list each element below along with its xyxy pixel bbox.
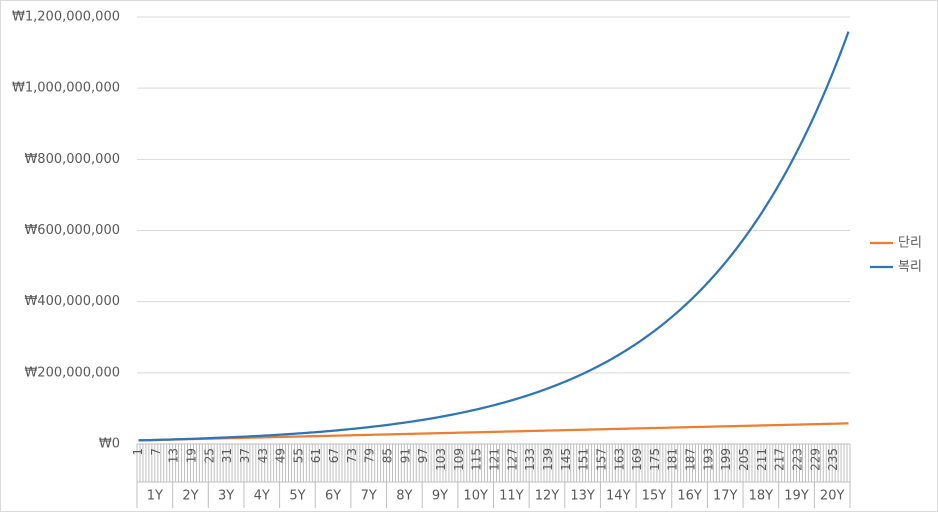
x-group-label: 13Y xyxy=(570,489,595,504)
x-group-label: 11Y xyxy=(499,489,524,504)
x-tick-label: 103 xyxy=(434,448,448,471)
x-tick-label: 67 xyxy=(327,448,341,463)
x-tick-label: 145 xyxy=(559,448,573,471)
x-group-label: 3Y xyxy=(218,489,234,504)
x-group-label: 16Y xyxy=(677,489,702,504)
legend-label: 단리 xyxy=(898,236,922,251)
x-group-label: 15Y xyxy=(642,489,667,504)
series-line xyxy=(138,31,850,442)
x-tick-label: 121 xyxy=(487,448,501,471)
x-group-label: 20Y xyxy=(820,489,845,504)
legend-label: 복리 xyxy=(898,260,922,275)
x-group-label: 14Y xyxy=(606,489,631,504)
x-group-label: 6Y xyxy=(325,489,341,504)
y-tick-label: ₩1,000,000,000 xyxy=(12,81,120,96)
x-tick-label: 37 xyxy=(238,448,252,463)
x-group-label: 17Y xyxy=(713,489,738,504)
x-tick-label: 181 xyxy=(666,448,680,471)
x-tick-label: 151 xyxy=(577,448,591,471)
x-tick-label: 109 xyxy=(452,448,466,471)
x-tick-label: 31 xyxy=(220,448,234,463)
x-tick-label: 139 xyxy=(541,448,555,471)
x-tick-label: 19 xyxy=(184,448,198,463)
x-tick-label: 169 xyxy=(630,448,644,471)
x-tick-label: 49 xyxy=(274,448,288,463)
x-tick-label: 229 xyxy=(808,448,822,471)
x-group-label: 10Y xyxy=(463,489,488,504)
y-tick-label: ₩0 xyxy=(99,437,120,452)
x-tick-label: 43 xyxy=(256,448,270,463)
y-tick-label: ₩800,000,000 xyxy=(24,152,120,167)
x-tick-label: 97 xyxy=(416,448,430,463)
x-tick-label: 217 xyxy=(773,448,787,471)
x-tick-label: 163 xyxy=(612,448,626,471)
x-tick-label: 175 xyxy=(648,448,662,471)
x-group-label: 9Y xyxy=(432,489,448,504)
x-tick-label: 133 xyxy=(523,448,537,471)
x-tick-label: 85 xyxy=(381,448,395,463)
x-tick-label: 223 xyxy=(791,448,805,471)
x-tick-label: 127 xyxy=(505,448,519,471)
x-group-label: 18Y xyxy=(749,489,774,504)
x-group-label: 2Y xyxy=(182,489,198,504)
x-group-label: 19Y xyxy=(784,489,809,504)
y-tick-label: ₩600,000,000 xyxy=(24,223,120,238)
x-tick-label: 187 xyxy=(684,448,698,471)
x-tick-label: 205 xyxy=(737,448,751,471)
x-tick-label: 91 xyxy=(398,448,412,463)
x-tick-label: 73 xyxy=(345,448,359,463)
x-group-label: 8Y xyxy=(396,489,412,504)
x-group-label: 4Y xyxy=(254,489,270,504)
x-group-label: 5Y xyxy=(289,489,305,504)
x-tick-label: 13 xyxy=(167,448,181,463)
x-group-label: 12Y xyxy=(535,489,560,504)
y-tick-label: ₩1,200,000,000 xyxy=(12,10,120,25)
x-tick-label: 193 xyxy=(701,448,715,471)
x-tick-label: 199 xyxy=(719,448,733,471)
y-tick-label: ₩200,000,000 xyxy=(24,365,120,380)
x-tick-label: 1 xyxy=(131,448,145,456)
x-tick-label: 79 xyxy=(363,448,377,463)
y-tick-label: ₩400,000,000 xyxy=(24,294,120,309)
x-tick-label: 55 xyxy=(291,448,305,463)
x-group-label: 1Y xyxy=(147,489,163,504)
x-tick-label: 61 xyxy=(309,448,323,463)
x-tick-label: 211 xyxy=(755,448,769,471)
x-tick-label: 235 xyxy=(826,448,840,471)
x-tick-label: 25 xyxy=(202,448,216,463)
x-tick-label: 157 xyxy=(594,448,608,471)
series-line xyxy=(138,422,849,442)
x-tick-label: 7 xyxy=(149,448,163,456)
x-group-label: 7Y xyxy=(361,489,377,504)
x-tick-label: 115 xyxy=(470,448,484,471)
